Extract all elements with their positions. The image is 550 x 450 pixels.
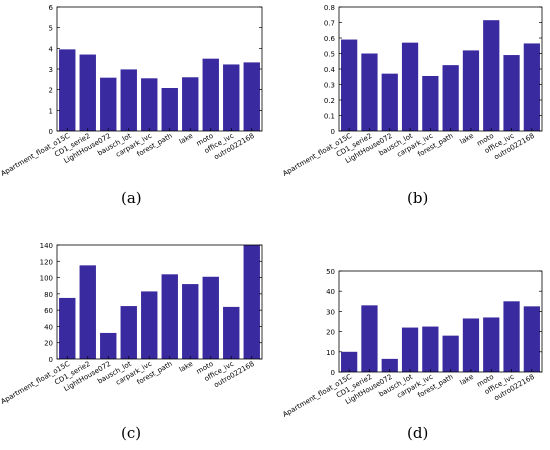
caption-c: (c) [121,424,142,442]
y-tick-label: 50 [326,268,335,276]
y-tick-label: 20 [326,329,335,337]
bar [442,65,459,132]
y-tick-label: 3 [49,66,53,74]
plot-frame [338,270,543,373]
caption-d: (d) [407,424,429,442]
bar [79,54,96,131]
bar [361,53,378,131]
x-tick-label: lake [178,360,194,374]
bar [120,306,137,359]
y-tick-label: 40 [44,323,53,331]
bar [223,306,240,359]
bar [422,326,439,372]
y-tick-label: 6 [49,4,54,12]
bar [523,43,540,131]
y-tick-label: 120 [40,258,53,266]
chart-panel-c: 020406080100120140Apartment_float_o15CCD… [0,242,263,406]
y-tick-label: 0.1 [324,113,335,121]
x-tick-label: lake [178,132,194,146]
y-tick-label: 20 [44,340,53,348]
y-tick-label: 0 [49,356,53,364]
bar [202,58,219,131]
bar [141,78,158,131]
bar [381,73,398,131]
bar [503,55,520,131]
y-tick-label: 80 [44,291,53,299]
chart-panel-a: 0123456Apartment_float_o15CCD1_serie2Lig… [0,4,263,178]
y-tick-label: 5 [49,25,53,33]
bar [361,305,378,372]
bar [462,318,480,372]
y-tick-label: 0 [49,128,53,136]
bar [341,351,358,372]
bar [381,358,398,372]
y-tick-label: 100 [40,275,53,283]
bar [59,297,76,359]
bar [401,42,419,131]
caption-a: (a) [121,189,142,207]
bar [182,77,199,131]
bar [503,301,520,372]
bar [483,317,500,372]
bar [223,64,240,131]
chart-panel-b: 00.10.20.30.40.50.60.70.8Apartment_float… [281,4,543,178]
bar [243,245,260,359]
x-tick-label: lake [459,132,475,146]
bar [161,88,178,131]
bar [442,335,459,372]
y-tick-label: 0.2 [324,97,335,105]
chart-panel-d: 01020304050Apartment_float_o15CCD1_serie… [281,268,543,419]
y-tick-label: 30 [326,308,335,316]
bar [243,62,260,131]
y-tick-label: 0.7 [324,20,335,28]
caption-b: (b) [407,189,429,207]
y-tick-label: 0.6 [324,35,336,43]
y-tick-label: 40 [326,288,335,296]
y-tick-label: 0 [331,369,335,377]
bar [79,265,96,359]
bar [523,306,540,372]
y-tick-label: 0.3 [324,82,335,90]
bar [120,69,137,131]
bar [141,291,158,359]
y-tick-label: 60 [44,307,53,315]
bar [161,274,178,359]
y-tick-label: 0.5 [324,51,335,59]
y-tick-label: 4 [49,45,54,53]
bar [422,75,439,131]
bar [483,20,500,131]
y-tick-label: 0.8 [324,4,335,12]
x-tick-label: lake [459,373,475,387]
y-tick-label: 0 [331,128,335,136]
bar [182,284,199,359]
bar [100,77,117,131]
bar [341,39,358,131]
y-tick-label: 2 [49,87,53,95]
bar [202,276,219,359]
y-tick-label: 140 [40,242,53,250]
bar [401,327,419,372]
y-tick-label: 1 [49,107,53,115]
bar [59,49,76,132]
bar [462,50,480,131]
bar [100,332,117,359]
y-tick-label: 10 [326,349,335,357]
plot-frame [56,244,263,360]
y-tick-label: 0.4 [324,66,336,74]
